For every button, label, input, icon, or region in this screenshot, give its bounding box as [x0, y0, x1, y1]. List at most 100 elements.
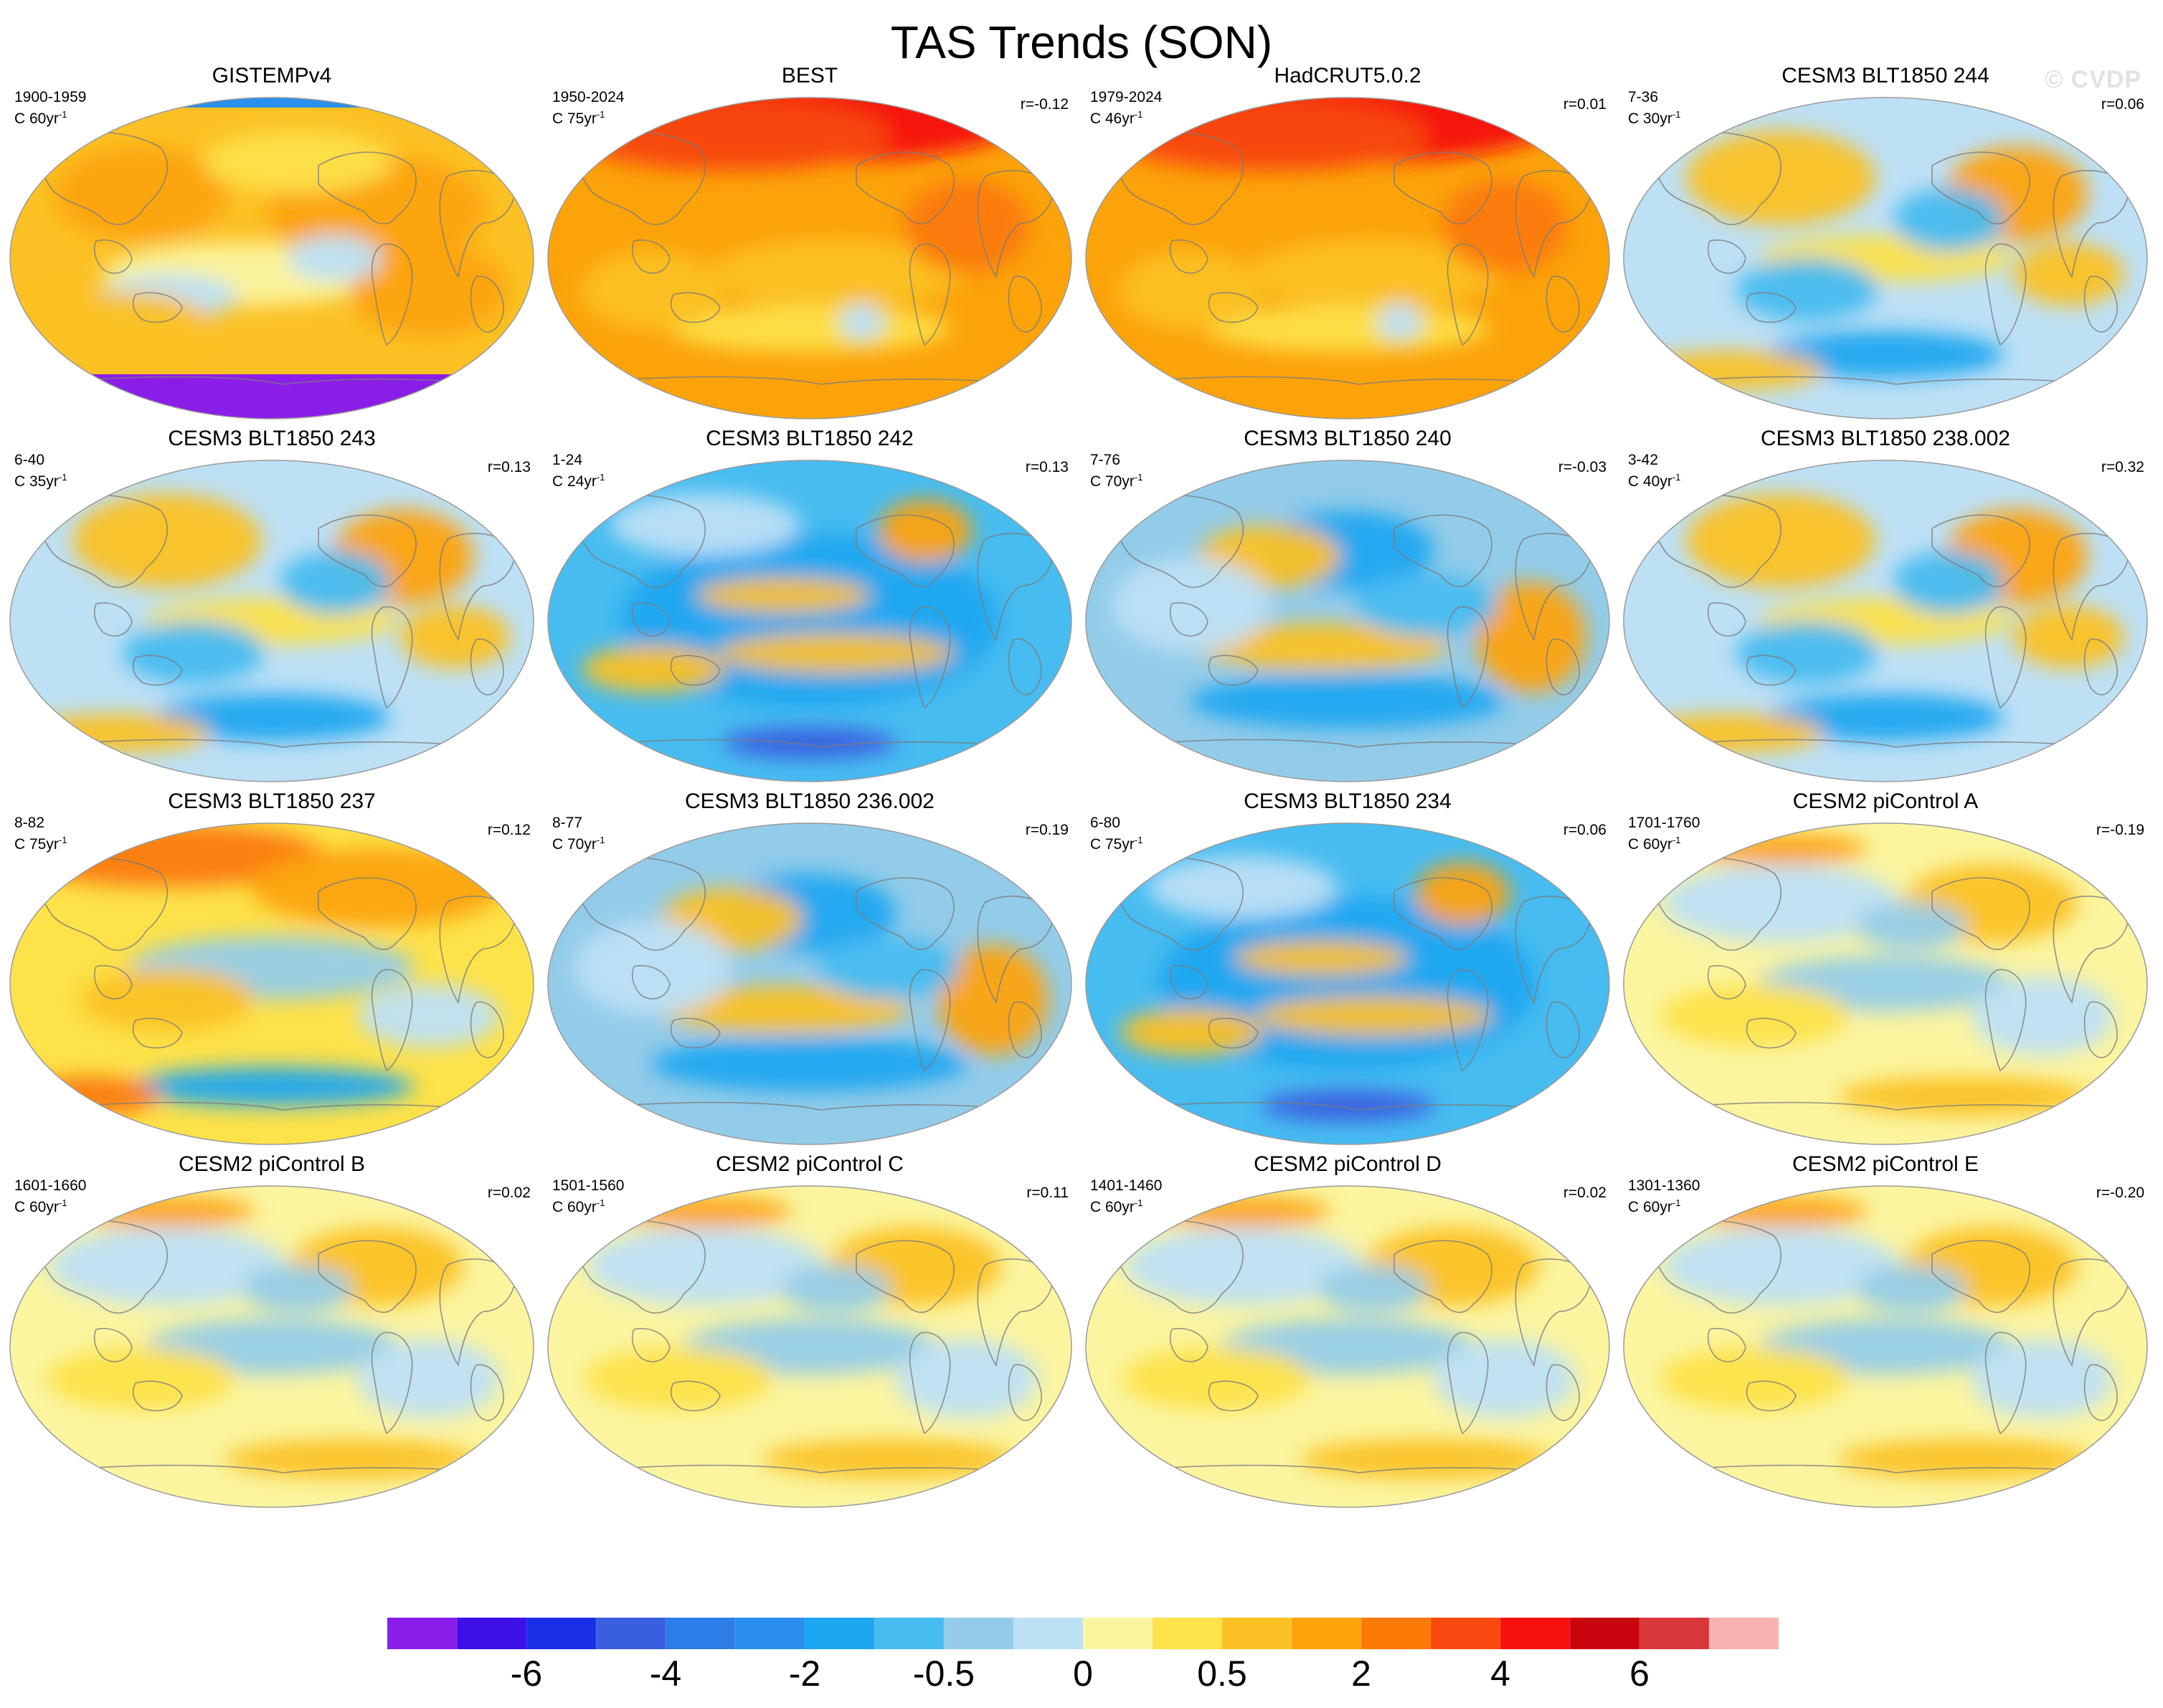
- coastline: [909, 243, 951, 346]
- panel-units: C 40yr-1: [1628, 469, 1680, 490]
- map-field-region: [587, 1227, 823, 1306]
- panel-units-text: C 60yr: [552, 1199, 597, 1215]
- colorbar-bin: [735, 1618, 805, 1649]
- map-border: [547, 460, 1072, 782]
- map-plot: [9, 822, 534, 1145]
- map-border: [1085, 97, 1610, 419]
- panel-correlation: r=0.32: [2101, 459, 2144, 475]
- panel-units-text: C 70yr: [1090, 473, 1135, 490]
- colorbar-bin: [526, 1618, 597, 1649]
- map-panel: HadCRUT5.0.2 1979-2024 C 46yr-1 r=0.01: [1079, 63, 1617, 422]
- map-border: [9, 1185, 534, 1508]
- coastline: [1208, 292, 1259, 323]
- map-field-region: [1634, 351, 1823, 391]
- coastline: [1008, 1364, 1042, 1421]
- map-field-region: [1767, 693, 2004, 741]
- panel-correlation: r=0.06: [1563, 822, 1606, 838]
- map-panel: CESM3 BLT1850 234 6-80 C 75yr-1 r=0.06: [1079, 789, 1617, 1147]
- coastline: [631, 602, 671, 637]
- map-field-region: [1156, 1195, 1330, 1228]
- map-border: [547, 822, 1072, 1145]
- coastline: [1546, 275, 1580, 333]
- units-exponent: -1: [1672, 1197, 1681, 1208]
- map-border: [1085, 460, 1610, 782]
- panel-years: 1301-1360: [1628, 1177, 1700, 1194]
- map-field-region: [122, 621, 265, 685]
- panel-years: 1979-2024: [1090, 89, 1163, 105]
- panel-units-text: C 60yr: [1090, 1199, 1135, 1215]
- panel-title: HadCRUT5.0.2: [1274, 64, 1421, 87]
- coastline: [1546, 1364, 1580, 1421]
- map-field-region: [709, 238, 962, 310]
- map-border: [1623, 1185, 2148, 1508]
- coastline: [1707, 1328, 1746, 1362]
- map-panel: CESM2 piControl C 1501-1560 C 60yr-1 r=0.11: [541, 1152, 1079, 1510]
- panel-units: C 24yr-1: [552, 469, 605, 490]
- map-field-region: [762, 1439, 1015, 1479]
- map-plot: [9, 1185, 534, 1508]
- map-panel: BEST 1950-2024 C 75yr-1 r=-0.12: [541, 63, 1079, 422]
- panel-years: 8-82: [14, 815, 45, 831]
- panel-units-text: C 40yr: [1628, 473, 1672, 490]
- units-exponent: -1: [596, 1197, 605, 1208]
- map-panel: CESM3 BLT1850 244 7-36 C 30yr-1 r=0.06: [1617, 63, 2154, 422]
- map-panel: CESM2 piControl B 1601-1660 C 60yr-1 r=0.02: [3, 1152, 541, 1510]
- coastline: [2083, 1001, 2118, 1058]
- coastline: [1984, 606, 2027, 709]
- panel-units-text: C 75yr: [552, 110, 597, 127]
- coastline: [37, 131, 168, 225]
- map-border: [1623, 97, 2148, 419]
- map-field-region: [1120, 250, 1262, 330]
- map-field-region: [937, 944, 1049, 1055]
- coastline: [1393, 151, 1492, 224]
- coastline: [1393, 877, 1492, 950]
- units-exponent: -1: [1672, 109, 1681, 120]
- map-field-region: [80, 1195, 254, 1228]
- map-field-region: [17, 1076, 160, 1116]
- map-field-region: [20, 290, 209, 354]
- panel-units: C 30yr-1: [1628, 106, 1680, 128]
- map-plot: [1623, 97, 2148, 419]
- map-field-region: [72, 493, 262, 588]
- coastline: [1984, 243, 2027, 346]
- map-field-region: [358, 984, 500, 1048]
- coastline: [1169, 602, 1208, 637]
- coastline: [318, 1240, 417, 1313]
- colorbar-bin: [1709, 1618, 1779, 1649]
- map-field-region: [877, 499, 972, 563]
- map-field-region: [1972, 1339, 2114, 1418]
- coastline: [37, 1219, 168, 1314]
- map-plot: [1623, 1185, 2148, 1508]
- map-field-region: [1234, 940, 1409, 976]
- map-field-region: [1190, 673, 1505, 729]
- panel-title: CESM3 BLT1850 240: [1244, 427, 1452, 450]
- coastline: [909, 606, 951, 709]
- coastline: [631, 239, 671, 274]
- map-panel: CESM2 piControl E 1301-1360 C 60yr-1 r=-0.2…: [1617, 1152, 2154, 1510]
- panel-units-text: C 30yr: [1628, 110, 1672, 127]
- panel-years: 3-42: [1628, 452, 1659, 468]
- panel-title: CESM2 piControl E: [1792, 1152, 1979, 1176]
- map-panel: CESM3 BLT1850 242 1-24 C 24yr-1 r=0.13: [541, 426, 1079, 784]
- map-field-region: [287, 234, 382, 282]
- panel-units: C 70yr-1: [1090, 469, 1142, 490]
- colorbar-bin: [666, 1618, 736, 1649]
- coastline: [1169, 965, 1208, 1000]
- panel-years: 1601-1660: [14, 1177, 87, 1194]
- coastline: [574, 1219, 706, 1314]
- map-field-region: [1261, 1090, 1434, 1122]
- colorbar-tick-label: 0.5: [1197, 1654, 1247, 1694]
- coastline: [1169, 239, 1208, 274]
- map-panel: CESM2 piControl D 1401-1460 C 60yr-1 r=0.02: [1079, 1152, 1617, 1510]
- map-field-region: [54, 146, 228, 242]
- map-field-region: [618, 1195, 792, 1228]
- coastline: [1393, 514, 1492, 587]
- panel-correlation: r=-0.19: [2096, 822, 2144, 838]
- coastline: [93, 1328, 133, 1362]
- map-field-region: [1660, 984, 1850, 1048]
- map-field-region: [1434, 1339, 1576, 1418]
- panel-years: 7-36: [1628, 89, 1659, 105]
- panel-title: CESM3 BLT1850 244: [1781, 64, 1989, 87]
- coastline: [318, 514, 417, 587]
- map-plot: [9, 97, 534, 419]
